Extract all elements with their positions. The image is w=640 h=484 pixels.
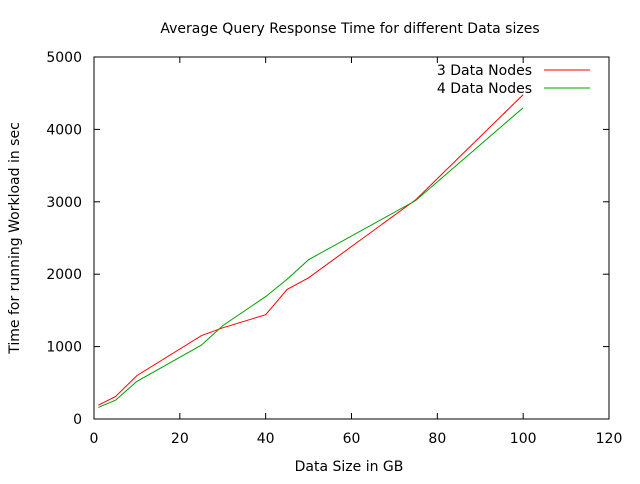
y-axis-ticks: 0 1000 2000 3000 4000 5000 [46, 50, 609, 428]
series-line-2 [98, 107, 524, 408]
y-tick-label: 5000 [46, 50, 82, 66]
y-tick-label: 1000 [46, 340, 82, 356]
series-layer [98, 94, 524, 408]
chart-title: Average Query Response Time for differen… [160, 21, 539, 37]
y-tick-label: 0 [73, 412, 82, 428]
x-tick-label: 80 [428, 431, 446, 447]
legend-label: 4 Data Nodes [437, 81, 532, 97]
x-axis-ticks: 0 20 40 60 80 100 120 [90, 57, 623, 447]
y-tick-label: 3000 [46, 195, 82, 211]
legend: 3 Data Nodes 4 Data Nodes [437, 63, 590, 97]
legend-label: 3 Data Nodes [437, 63, 532, 79]
y-tick-label: 4000 [46, 122, 82, 138]
x-tick-label: 120 [596, 431, 623, 447]
x-axis-label: Data Size in GB [295, 459, 404, 475]
y-tick-label: 2000 [46, 267, 82, 283]
x-tick-label: 40 [257, 431, 275, 447]
x-tick-label: 60 [343, 431, 361, 447]
series-line-1 [98, 94, 524, 406]
y-axis-label: Time for running Workload in sec [7, 122, 23, 355]
x-tick-label: 0 [90, 431, 99, 447]
x-tick-label: 20 [171, 431, 189, 447]
x-tick-label: 100 [510, 431, 537, 447]
